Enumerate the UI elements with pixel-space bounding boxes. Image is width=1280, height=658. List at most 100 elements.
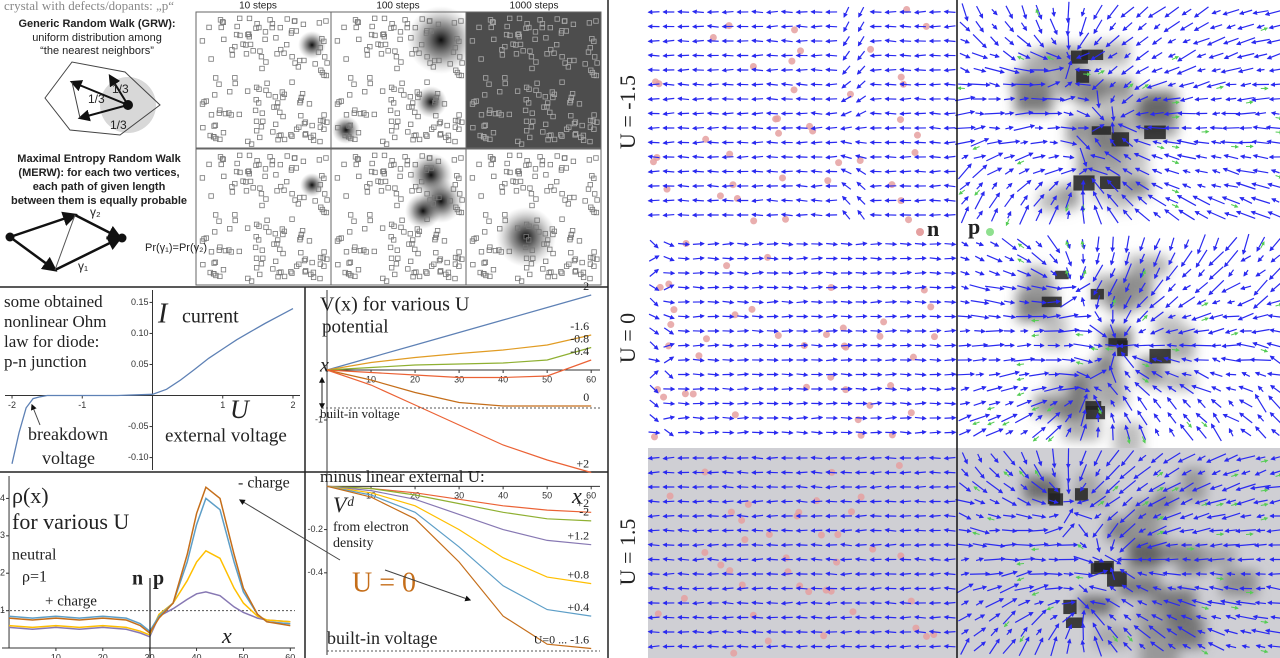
chart-text: voltage bbox=[42, 448, 95, 468]
field-arrow bbox=[795, 23, 808, 29]
field-arrow bbox=[825, 499, 838, 504]
field-arrow bbox=[900, 372, 913, 378]
field-arrow bbox=[991, 182, 998, 190]
field-arrow bbox=[1066, 462, 1071, 484]
field-arrow bbox=[825, 24, 838, 29]
field-arrow bbox=[737, 328, 750, 334]
field-arrow bbox=[648, 313, 660, 320]
defect-cell bbox=[1076, 69, 1090, 83]
field-arrow bbox=[1032, 168, 1046, 174]
defect bbox=[355, 130, 362, 136]
field-arrow bbox=[826, 313, 839, 319]
field-arrow bbox=[869, 67, 882, 73]
field-arrow bbox=[1133, 343, 1150, 349]
field-arrow bbox=[826, 357, 839, 363]
defect bbox=[240, 178, 246, 184]
field-arrow bbox=[869, 455, 882, 461]
field-arrow-p bbox=[1002, 421, 1010, 426]
defect bbox=[343, 112, 350, 118]
chart-text: x bbox=[571, 483, 582, 508]
field-arrow bbox=[857, 50, 866, 61]
field-arrow bbox=[692, 285, 705, 291]
field-arrow bbox=[869, 111, 882, 116]
merw-line: each path of given length bbox=[33, 181, 166, 193]
field-arrow bbox=[1182, 398, 1191, 408]
defect bbox=[551, 136, 558, 143]
defect bbox=[411, 133, 417, 139]
defect bbox=[275, 100, 281, 106]
dopant-n bbox=[729, 181, 737, 189]
field-arrow bbox=[1208, 528, 1224, 534]
field-arrow bbox=[1228, 427, 1234, 437]
field-arrow bbox=[1239, 197, 1253, 204]
field-arrow bbox=[900, 430, 913, 436]
y-tick-label: 0.05 bbox=[131, 359, 149, 369]
defect bbox=[284, 16, 290, 22]
defect bbox=[216, 110, 222, 116]
field-arrow bbox=[928, 82, 941, 87]
defect bbox=[590, 118, 596, 124]
x-tick-label: 50 bbox=[542, 491, 552, 501]
field-arrow bbox=[1265, 125, 1280, 130]
field-arrow bbox=[1225, 386, 1237, 392]
field-arrow bbox=[839, 615, 852, 620]
field-arrow bbox=[854, 125, 867, 131]
field-arrow bbox=[751, 154, 764, 160]
defect bbox=[229, 184, 235, 190]
defect bbox=[391, 100, 397, 106]
field-arrow bbox=[840, 299, 853, 305]
defect bbox=[292, 18, 298, 24]
field-arrow bbox=[928, 198, 941, 203]
field-arrow bbox=[706, 82, 719, 88]
path-edge bbox=[9, 235, 58, 272]
field-arrow bbox=[1210, 343, 1222, 348]
field-arrow bbox=[913, 542, 926, 548]
field-arrow bbox=[869, 53, 882, 58]
defect bbox=[413, 46, 419, 53]
defect bbox=[533, 59, 539, 65]
field-arrow bbox=[721, 154, 734, 160]
field-arrow bbox=[955, 371, 976, 377]
field-arrow bbox=[706, 198, 719, 203]
x-tick-label: -2 bbox=[8, 400, 16, 410]
field-arrow bbox=[1032, 81, 1046, 87]
field-arrow bbox=[678, 314, 691, 319]
field-arrow bbox=[751, 140, 764, 146]
chart-text: for various U bbox=[12, 509, 129, 534]
field-arrow bbox=[649, 341, 659, 350]
defect bbox=[594, 60, 600, 66]
field-arrow bbox=[974, 328, 986, 334]
field-arrow bbox=[825, 455, 838, 461]
field-arrow bbox=[795, 169, 808, 174]
defect bbox=[544, 51, 550, 57]
field-arrow bbox=[840, 125, 852, 131]
defect bbox=[489, 19, 496, 25]
field-arrow bbox=[1254, 371, 1267, 377]
field-arrow bbox=[649, 370, 659, 379]
density-cell bbox=[1106, 518, 1131, 541]
defect bbox=[543, 121, 549, 127]
field-arrow bbox=[1167, 82, 1176, 87]
field-arrow bbox=[1006, 210, 1012, 219]
field-arrow bbox=[1136, 6, 1149, 18]
dopant-n bbox=[930, 333, 938, 341]
defect bbox=[364, 52, 371, 58]
field-arrow bbox=[855, 386, 868, 392]
field-arrow bbox=[706, 139, 719, 145]
y-tick-label: 2 bbox=[0, 568, 5, 578]
field-arrow bbox=[766, 328, 779, 334]
field-arrow bbox=[884, 110, 897, 116]
dopant-n bbox=[731, 411, 739, 419]
dopant-n bbox=[727, 508, 735, 516]
field-arrow bbox=[899, 38, 912, 44]
field-arrow-p bbox=[1186, 421, 1192, 428]
field-arrow bbox=[1032, 154, 1046, 159]
field-arrow bbox=[780, 81, 793, 87]
field-arrow bbox=[1240, 285, 1252, 291]
field-arrow bbox=[913, 140, 926, 145]
field-arrow bbox=[1106, 4, 1119, 20]
field-arrow bbox=[1135, 66, 1149, 74]
field-arrow bbox=[1257, 414, 1265, 422]
field-arrow bbox=[691, 615, 704, 620]
defect bbox=[441, 101, 448, 107]
